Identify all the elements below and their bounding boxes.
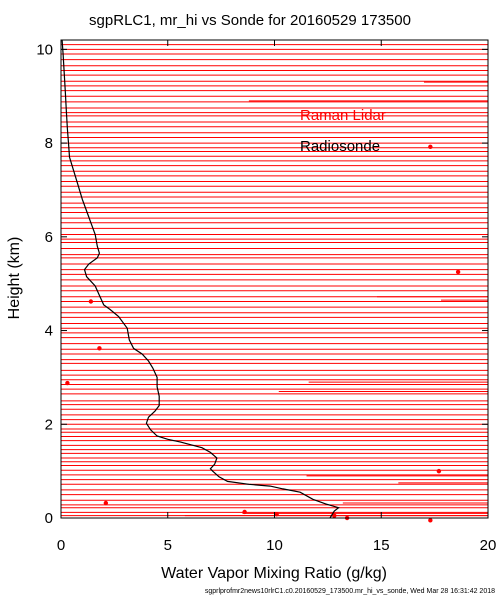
y-tick-label-3: 6 <box>45 229 53 246</box>
radiosonde-line-0 <box>61 39 340 519</box>
x-tick-label-4: 20 <box>480 537 497 554</box>
y-tick-label-0: 0 <box>45 510 53 527</box>
legend-radiosonde: Radiosonde <box>300 138 380 155</box>
x-axis-label: Water Vapor Mixing Ratio (g/kg) <box>161 565 387 582</box>
lidar-point-3 <box>242 509 247 515</box>
plot-frame <box>60 39 489 519</box>
legend-raman-lidar: Raman Lidar <box>300 107 386 124</box>
lidar-point-10 <box>455 269 461 275</box>
lidar-point-2 <box>274 512 279 517</box>
x-tick-label-1: 5 <box>164 537 172 554</box>
y-axis-label: Height (km) <box>6 237 23 320</box>
footer-note: sgprlprofmr2news10rlrC1.c0.20160529_1735… <box>205 588 495 595</box>
lidar-point-9 <box>88 299 94 304</box>
y-tick-label-1: 2 <box>45 416 53 433</box>
lidar-point-11 <box>428 144 433 150</box>
lidar-point-8 <box>97 346 102 351</box>
lidar-point-4 <box>428 518 433 523</box>
y-tick-label-4: 8 <box>45 135 53 152</box>
x-axis-ticks: 0 5 10 15 20 <box>57 40 497 554</box>
y-axis-ticks: 0 2 4 6 8 10 <box>36 41 488 527</box>
y-tick-label-2: 4 <box>45 323 53 340</box>
radiosonde-series <box>61 39 340 519</box>
raman-lidar-series <box>61 44 488 523</box>
chart-title: sgpRLC1, mr_hi vs Sonde for 20160529 173… <box>89 12 411 29</box>
lidar-point-0 <box>332 513 337 518</box>
plot-border <box>60 39 489 519</box>
x-tick-label-2: 10 <box>266 537 283 554</box>
lidar-point-7 <box>65 380 70 386</box>
lidar-point-6 <box>436 468 442 474</box>
x-tick-label-3: 15 <box>373 537 390 554</box>
x-tick-label-0: 0 <box>57 537 65 554</box>
y-tick-label-5: 10 <box>36 41 53 58</box>
lidar-point-5 <box>103 500 109 506</box>
